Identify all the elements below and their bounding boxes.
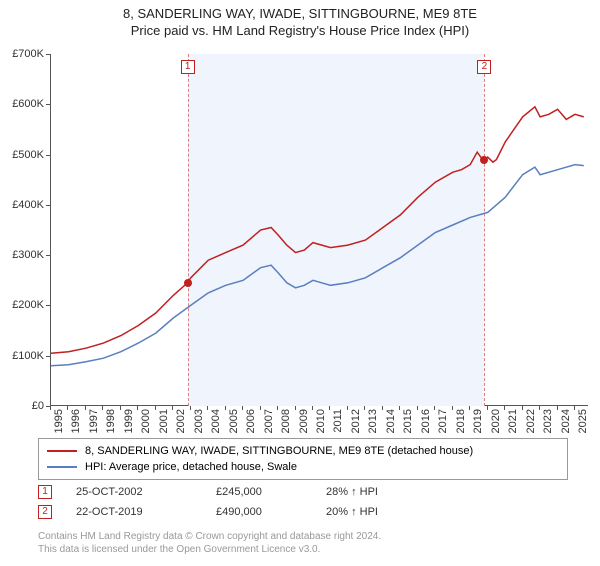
x-tick-label: 2023 [542,409,554,439]
chart-area: 12 £0£100K£200K£300K£400K£500K£600K£700K… [50,54,588,406]
sale-date: 22-OCT-2019 [76,506,216,518]
x-tick-label: 2008 [280,409,292,439]
x-tick-label: 2018 [455,409,467,439]
sale-marker-box: 2 [38,505,52,519]
legend-label: 8, SANDERLING WAY, IWADE, SITTINGBOURNE,… [85,445,473,457]
line-series-svg [51,54,589,406]
y-tick-label: £700K [12,48,44,60]
sale-date: 25-OCT-2002 [76,486,216,498]
legend-item: 8, SANDERLING WAY, IWADE, SITTINGBOURNE,… [47,443,559,459]
sale-diff: 28% ↑ HPI [326,486,436,498]
x-tick-label: 2022 [525,409,537,439]
sale-diff: 20% ↑ HPI [326,506,436,518]
footer-line: Contains HM Land Registry data © Crown c… [38,530,381,543]
x-tick-label: 2024 [560,409,572,439]
x-tick-label: 2006 [245,409,257,439]
plot-region: 12 [50,54,588,406]
x-tick-label: 2016 [420,409,432,439]
x-tick-label: 2020 [490,409,502,439]
y-tick-label: £0 [32,400,44,412]
series-line [51,165,584,366]
x-tick-label: 1998 [105,409,117,439]
sales-table: 1 25-OCT-2002 £245,000 28% ↑ HPI 2 22-OC… [38,482,436,522]
legend-label: HPI: Average price, detached house, Swal… [85,461,297,473]
sale-price: £490,000 [216,506,326,518]
sale-row: 2 22-OCT-2019 £490,000 20% ↑ HPI [38,502,436,522]
x-tick-label: 2010 [315,409,327,439]
footer-attribution: Contains HM Land Registry data © Crown c… [38,530,381,556]
x-tick-label: 2011 [332,409,344,439]
x-tick-label: 2014 [385,409,397,439]
sale-row: 1 25-OCT-2002 £245,000 28% ↑ HPI [38,482,436,502]
x-tick-label: 2003 [193,409,205,439]
y-tick-label: £600K [12,98,44,110]
chart-title: 8, SANDERLING WAY, IWADE, SITTINGBOURNE,… [0,6,600,21]
x-tick-label: 2013 [367,409,379,439]
x-tick-label: 1997 [88,409,100,439]
x-tick-label: 2017 [437,409,449,439]
chart-subtitle: Price paid vs. HM Land Registry's House … [0,23,600,38]
sale-marker-box: 1 [38,485,52,499]
series-line [51,107,584,353]
x-tick-label: 2015 [402,409,414,439]
y-tick-label: £100K [12,350,44,362]
x-tick-label: 2004 [210,409,222,439]
legend-swatch [47,466,77,468]
y-tick-label: £500K [12,149,44,161]
chart-container: 8, SANDERLING WAY, IWADE, SITTINGBOURNE,… [0,6,600,566]
x-tick-label: 2002 [175,409,187,439]
x-tick-label: 1999 [123,409,135,439]
legend-swatch [47,450,77,452]
x-tick-label: 2012 [350,409,362,439]
x-tick-label: 2021 [507,409,519,439]
x-tick-label: 1996 [70,409,82,439]
legend-box: 8, SANDERLING WAY, IWADE, SITTINGBOURNE,… [38,438,568,480]
y-tick-label: £400K [12,199,44,211]
x-tick-label: 2007 [263,409,275,439]
y-tick-label: £200K [12,299,44,311]
x-tick-label: 2001 [158,409,170,439]
legend-item: HPI: Average price, detached house, Swal… [47,459,559,475]
x-tick-label: 2025 [577,409,589,439]
y-tick-label: £300K [12,249,44,261]
sale-price: £245,000 [216,486,326,498]
x-tick-label: 2000 [140,409,152,439]
x-tick-label: 2005 [228,409,240,439]
x-tick-label: 2019 [472,409,484,439]
footer-line: This data is licensed under the Open Gov… [38,543,381,556]
x-tick-label: 2009 [298,409,310,439]
x-tick-label: 1995 [53,409,65,439]
